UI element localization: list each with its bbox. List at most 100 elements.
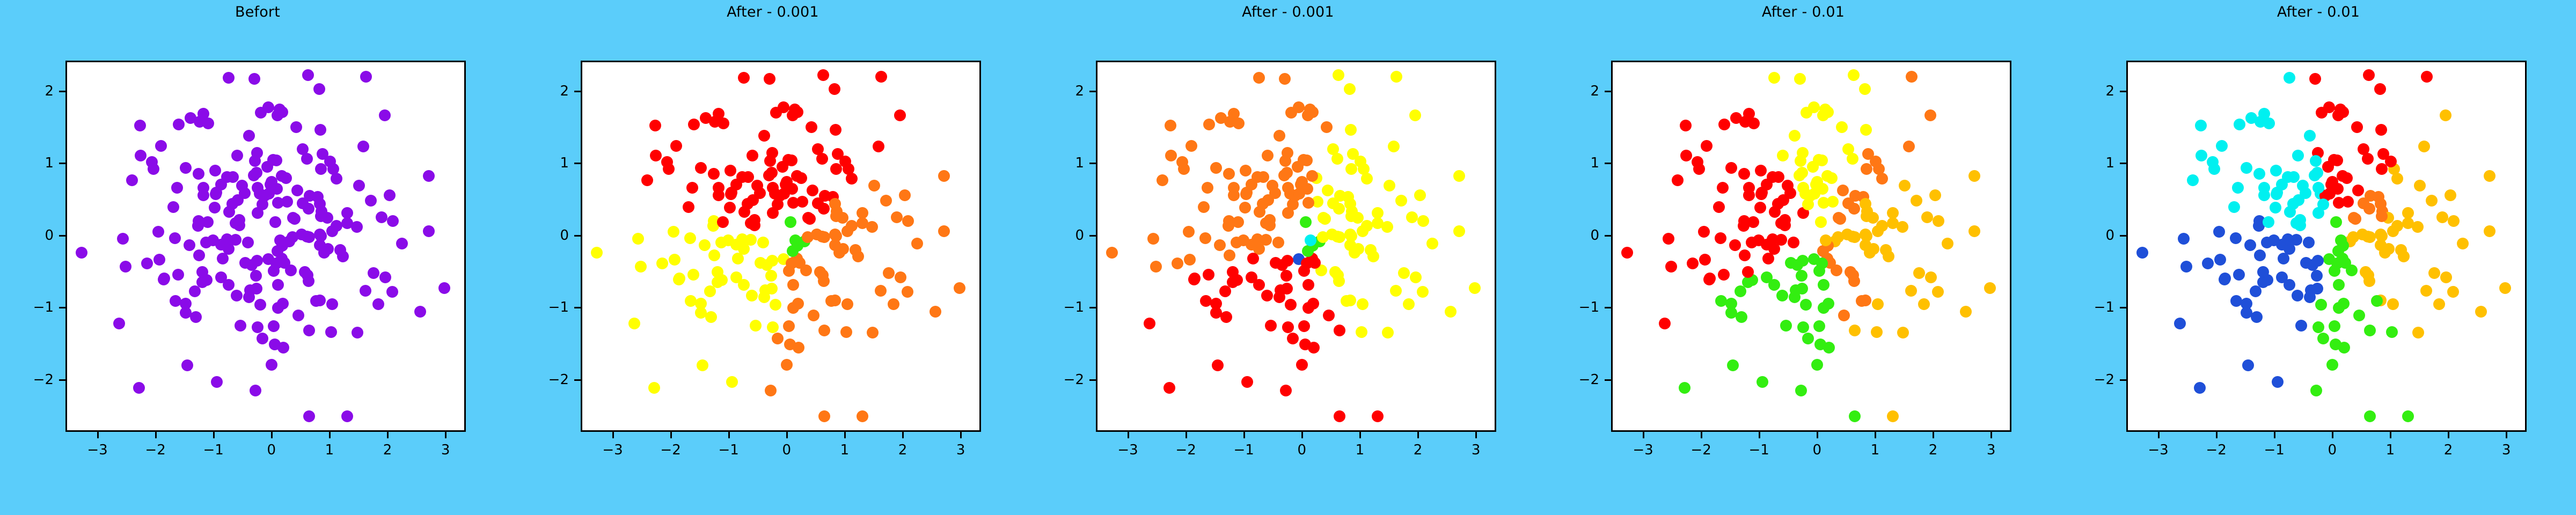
data-point: [1398, 267, 1410, 279]
data-point: [1172, 258, 1184, 270]
data-point: [1738, 168, 1750, 180]
data-point: [1725, 161, 1737, 174]
data-point: [2375, 124, 2387, 136]
y-axis-tick: [59, 234, 65, 237]
data-point: [953, 282, 965, 295]
y-axis-tick-label: 1: [45, 155, 54, 172]
x-axis-tick-label: 0: [1297, 442, 1307, 458]
data-point: [2328, 320, 2340, 333]
data-point: [2418, 141, 2431, 153]
y-axis-tick: [1089, 234, 1096, 237]
data-point: [1210, 161, 1222, 174]
plot-area: [1096, 61, 1496, 432]
data-point: [1388, 141, 1400, 153]
data-point: [1718, 269, 1730, 281]
data-point: [1768, 279, 1781, 291]
data-point: [2310, 385, 2323, 397]
data-point: [705, 311, 717, 323]
data-point: [2336, 106, 2348, 119]
panel-1: After - 0.001 −3 −2 −1 0 1 2 3 −2 −1 0 1 2: [515, 0, 1030, 515]
data-point: [272, 279, 284, 291]
y-axis-tick: [1605, 379, 1611, 381]
data-point: [1453, 225, 1465, 237]
data-point: [1924, 109, 1936, 121]
data-point: [2258, 189, 2271, 201]
data-point: [738, 205, 751, 218]
data-point: [749, 214, 761, 226]
x-axis-tick: [155, 432, 157, 438]
data-point: [2180, 261, 2192, 273]
data-point: [210, 187, 222, 199]
data-point: [1282, 321, 1294, 334]
panel-title: After - 0.01: [2277, 4, 2360, 20]
data-point: [1832, 231, 1844, 243]
data-point: [846, 173, 858, 185]
data-point: [670, 140, 682, 152]
data-point: [1409, 109, 1421, 121]
data-point: [764, 155, 776, 167]
data-point: [641, 174, 653, 186]
data-point: [231, 290, 243, 302]
x-axis-tick: [670, 432, 672, 438]
data-point: [1730, 112, 1742, 124]
data-point: [1743, 189, 1755, 201]
data-point: [856, 217, 868, 229]
data-point: [2332, 279, 2345, 291]
data-point: [2420, 284, 2432, 297]
data-point: [1384, 180, 1396, 192]
data-point: [1226, 266, 1239, 278]
data-point: [1329, 266, 1341, 278]
data-point: [1164, 120, 1176, 132]
data-point: [2341, 195, 2354, 208]
data-point: [1959, 305, 1972, 318]
data-point: [757, 236, 770, 248]
data-point: [1897, 326, 1909, 339]
data-point: [1837, 185, 1849, 197]
data-point: [786, 154, 798, 167]
data-point: [1752, 234, 1765, 247]
data-point: [1163, 382, 1176, 394]
data-point: [894, 109, 906, 121]
x-axis-tick-label: 2: [1413, 442, 1423, 458]
x-axis-tick-label: −2: [1175, 442, 1196, 458]
data-point: [133, 382, 145, 394]
data-point: [1357, 298, 1368, 310]
data-point: [1253, 71, 1265, 84]
panel-title: After - 0.001: [727, 4, 819, 20]
data-point: [866, 326, 879, 339]
data-point: [751, 180, 763, 192]
data-point: [1280, 270, 1292, 282]
data-point: [262, 101, 274, 113]
data-point: [1816, 154, 1828, 167]
data-point: [1769, 205, 1781, 218]
data-point: [217, 253, 229, 265]
data-point: [1725, 298, 1737, 310]
data-point: [359, 284, 371, 297]
data-point: [2244, 239, 2257, 251]
x-axis-tick: [1417, 432, 1419, 438]
data-point: [668, 254, 680, 266]
data-point: [1444, 305, 1457, 318]
x-axis-tick-label: 2: [898, 442, 908, 458]
data-point: [314, 197, 326, 210]
data-point: [1797, 321, 1809, 334]
data-point: [2433, 298, 2446, 311]
data-point: [1287, 333, 1299, 344]
data-point: [1453, 170, 1466, 182]
data-point: [687, 119, 700, 131]
data-point: [296, 143, 309, 156]
data-point: [1871, 326, 1883, 338]
data-point: [2310, 270, 2323, 282]
data-point: [841, 225, 854, 237]
data-point: [656, 258, 669, 270]
data-point: [1302, 302, 1315, 314]
data-point: [2323, 101, 2335, 113]
data-point: [1780, 320, 1792, 332]
data-point: [1813, 320, 1825, 333]
data-point: [1941, 237, 1953, 249]
data-point: [2402, 217, 2414, 229]
y-axis-tick: [2120, 234, 2126, 237]
data-point: [153, 254, 165, 266]
x-axis-tick: [2215, 432, 2218, 438]
data-point: [148, 163, 160, 175]
